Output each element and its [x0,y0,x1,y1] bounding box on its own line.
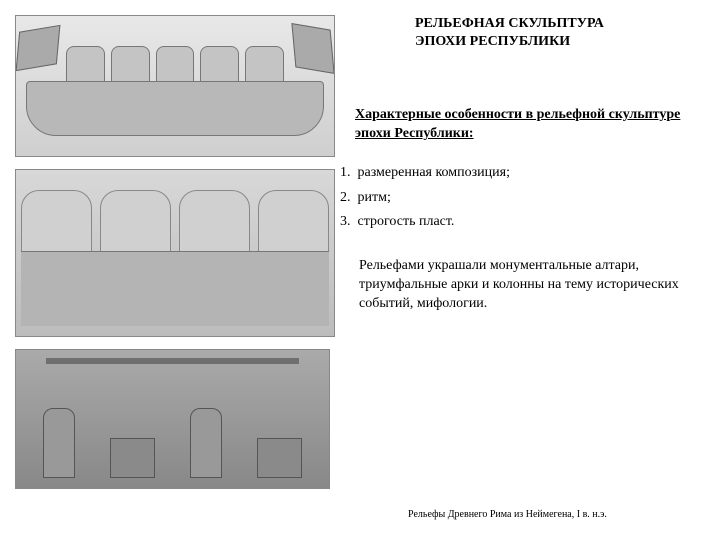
list-item: 2. ритм; [340,187,700,209]
features-heading: Характерные особенности в рельефной скул… [355,106,700,144]
relief-image-ship [15,15,335,157]
image-caption: Рельефы Древнего Рима из Неймегена, I в.… [355,509,700,530]
title-line-1: РЕЛЬЕФНАЯ СКУЛЬПТУРА [415,16,604,31]
text-column: РЕЛЬЕФНАЯ СКУЛЬПТУРА ЭПОХИ РЕСПУБЛИКИ Ха… [345,0,720,540]
image-column [0,0,345,540]
description-paragraph: Рельефами украшали монументальные алтари… [355,257,700,314]
relief-image-workshop [15,349,330,489]
features-list: 1. размеренная композиция; 2. ритм; 3. с… [340,162,700,235]
title-line-2: ЭПОХИ РЕСПУБЛИКИ [415,34,570,49]
list-item: 1. размеренная композиция; [340,162,700,184]
page-title: РЕЛЬЕФНАЯ СКУЛЬПТУРА ЭПОХИ РЕСПУБЛИКИ [355,15,700,51]
relief-image-seated [15,169,335,337]
list-item: 3. строгость пласт. [340,211,700,233]
